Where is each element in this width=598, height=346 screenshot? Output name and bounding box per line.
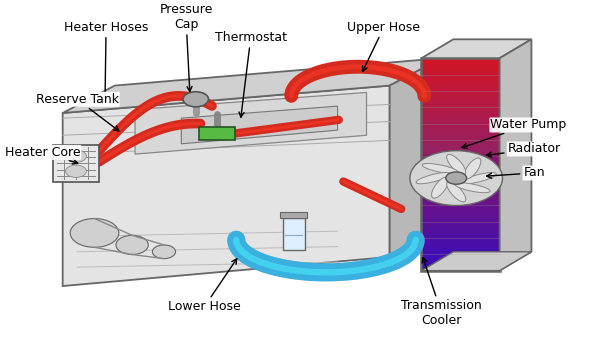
Ellipse shape (432, 177, 448, 198)
Text: Water Pump: Water Pump (462, 118, 567, 148)
Text: Pressure
Cap: Pressure Cap (159, 3, 213, 92)
Ellipse shape (464, 158, 481, 179)
Polygon shape (422, 63, 499, 69)
Polygon shape (422, 106, 499, 111)
Circle shape (70, 219, 119, 247)
Polygon shape (422, 133, 499, 138)
Polygon shape (422, 58, 499, 63)
Polygon shape (422, 164, 499, 170)
Polygon shape (422, 69, 499, 74)
Polygon shape (422, 223, 499, 228)
Circle shape (446, 172, 466, 184)
Polygon shape (63, 85, 390, 286)
Polygon shape (422, 186, 499, 191)
Polygon shape (422, 244, 499, 249)
Polygon shape (422, 202, 499, 207)
Polygon shape (499, 39, 532, 271)
Text: Heater Hoses: Heater Hoses (64, 21, 148, 102)
Polygon shape (422, 228, 499, 234)
Polygon shape (422, 143, 499, 148)
Polygon shape (422, 101, 499, 106)
Text: Radiator: Radiator (487, 143, 561, 157)
Polygon shape (422, 265, 499, 271)
Polygon shape (422, 148, 499, 154)
Circle shape (116, 235, 148, 255)
Polygon shape (199, 127, 234, 140)
Ellipse shape (447, 154, 466, 175)
Ellipse shape (416, 172, 450, 184)
Polygon shape (422, 175, 499, 180)
Ellipse shape (454, 183, 490, 193)
Polygon shape (422, 117, 499, 122)
Polygon shape (135, 92, 367, 154)
Polygon shape (422, 260, 499, 265)
Polygon shape (422, 90, 499, 95)
Circle shape (66, 150, 86, 162)
Polygon shape (181, 106, 338, 144)
Polygon shape (422, 196, 499, 202)
Polygon shape (53, 145, 99, 182)
Polygon shape (422, 122, 499, 127)
Polygon shape (422, 249, 499, 255)
Circle shape (66, 165, 86, 177)
Polygon shape (422, 180, 499, 186)
Polygon shape (422, 74, 499, 80)
Text: Upper Hose: Upper Hose (347, 21, 420, 71)
Polygon shape (422, 39, 532, 58)
Polygon shape (422, 212, 499, 218)
Ellipse shape (462, 172, 496, 184)
Polygon shape (422, 138, 499, 143)
Text: Fan: Fan (487, 166, 545, 180)
Polygon shape (280, 212, 307, 218)
Polygon shape (63, 58, 442, 113)
Circle shape (152, 245, 176, 258)
Circle shape (183, 92, 209, 107)
Text: Reserve Tank: Reserve Tank (36, 93, 119, 131)
Polygon shape (422, 85, 499, 90)
Polygon shape (422, 111, 499, 117)
Polygon shape (422, 239, 499, 244)
Text: Heater Core: Heater Core (5, 146, 80, 164)
Text: Thermostat: Thermostat (215, 31, 287, 117)
Text: Lower Hose: Lower Hose (168, 259, 241, 313)
Polygon shape (422, 159, 499, 164)
Polygon shape (422, 234, 499, 239)
Polygon shape (422, 218, 499, 223)
Polygon shape (390, 58, 442, 257)
Polygon shape (422, 252, 532, 271)
Polygon shape (422, 154, 499, 159)
Polygon shape (422, 191, 499, 196)
Polygon shape (422, 80, 499, 85)
Polygon shape (283, 218, 304, 250)
Polygon shape (422, 95, 499, 101)
Polygon shape (422, 255, 499, 260)
Ellipse shape (422, 164, 457, 173)
Circle shape (410, 151, 502, 206)
Polygon shape (422, 127, 499, 133)
Text: Transmission
Cooler: Transmission Cooler (401, 257, 482, 327)
Polygon shape (422, 170, 499, 175)
Polygon shape (422, 207, 499, 212)
Ellipse shape (447, 182, 466, 202)
